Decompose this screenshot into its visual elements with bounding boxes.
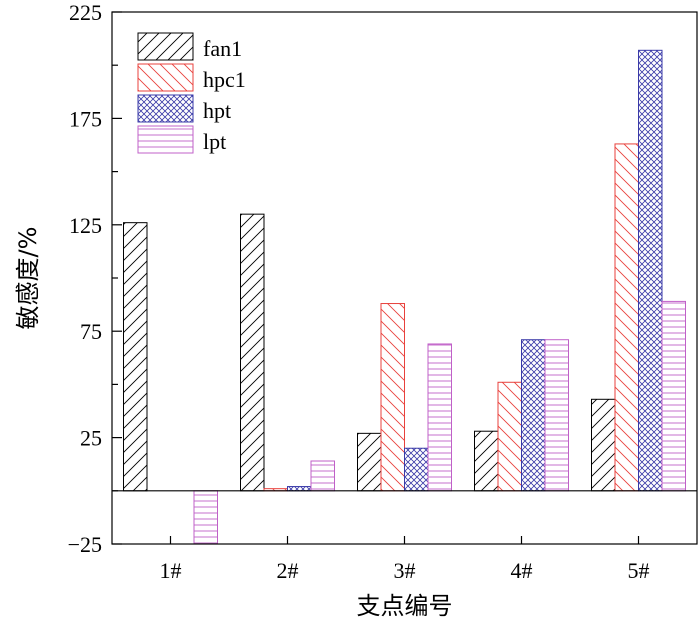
bar-lpt-3 <box>427 343 452 492</box>
x-axis-ticks: 1# 2# 3# 4# 5# <box>160 536 650 583</box>
bar-fan1-2 <box>240 213 265 492</box>
y-tick-label: 75 <box>80 319 102 344</box>
legend-swatch-fan1 <box>137 32 194 61</box>
bar-hpt-3 <box>404 447 429 492</box>
y-axis-ticks: −25 25 75 125 175 225 <box>68 0 122 557</box>
bars-group <box>123 49 686 545</box>
x-tick-label: 5# <box>628 558 650 583</box>
y-axis-title: 敏感度/% <box>14 227 42 330</box>
x-tick-label: 2# <box>277 558 299 583</box>
bar-lpt-2 <box>310 460 335 492</box>
legend-swatch-hpc1 <box>137 63 194 92</box>
bar-hpc1-3 <box>380 303 405 492</box>
y-tick-label: 225 <box>69 0 102 25</box>
bar-hpc1-5 <box>614 143 639 492</box>
bar-fan1-1 <box>123 222 148 492</box>
x-axis-title: 支点编号 <box>357 592 453 620</box>
legend-swatch-hpt <box>137 94 194 123</box>
bar-lpt-5 <box>661 300 686 492</box>
y-tick-label: 25 <box>80 426 102 451</box>
y-tick-label: 175 <box>69 106 102 131</box>
x-tick-label: 3# <box>394 558 416 583</box>
bar-hpt-4 <box>521 339 546 492</box>
legend-label-fan1: fan1 <box>203 36 242 61</box>
bar-fan1-3 <box>357 432 382 492</box>
bar-lpt-4 <box>544 339 569 492</box>
bar-hpt-2 <box>287 486 312 492</box>
legend-label-lpt: lpt <box>203 129 226 154</box>
bar-hpt-5 <box>638 49 663 492</box>
bar-lpt-1 <box>193 490 218 545</box>
x-tick-label: 4# <box>511 558 533 583</box>
bar-hpc1-4 <box>497 381 522 492</box>
bar-fan1-4 <box>474 430 499 492</box>
legend-label-hpc1: hpc1 <box>203 67 246 92</box>
x-tick-label: 1# <box>160 558 182 583</box>
legend-label-hpt: hpt <box>203 98 231 123</box>
y-tick-label: 125 <box>69 213 102 238</box>
legend: fan1 hpc1 hpt lpt <box>137 32 246 154</box>
legend-swatch-lpt <box>137 125 194 154</box>
y-tick-label: −25 <box>68 532 102 557</box>
bar-fan1-5 <box>591 398 616 492</box>
